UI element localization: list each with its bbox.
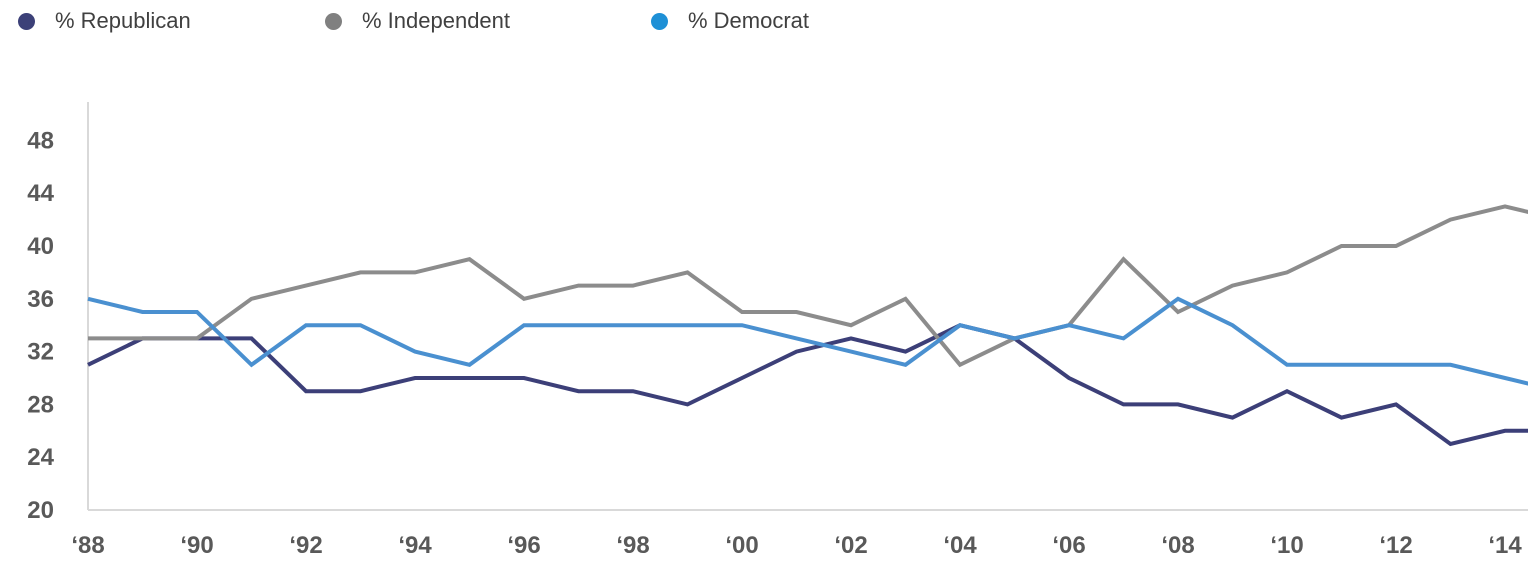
independent-dot-icon — [325, 12, 342, 30]
y-tick-label: 32 — [27, 339, 54, 366]
series-line-independent — [88, 204, 1528, 368]
x-tick-label: ‘10 — [1270, 532, 1303, 559]
legend-item-independent: % Independent — [325, 8, 510, 34]
legend-item-republican: % Republican — [18, 8, 191, 34]
legend-label-democrat: % Democrat — [688, 8, 810, 33]
x-tick-label: ‘96 — [507, 532, 540, 559]
legend-label-independent: % Independent — [362, 8, 511, 33]
y-tick-label: 20 — [27, 497, 54, 524]
x-tick-label: ‘12 — [1379, 532, 1412, 559]
x-tick-label: ‘98 — [616, 532, 649, 559]
x-tick-label: ‘06 — [1052, 532, 1085, 559]
x-tick-label: ‘90 — [180, 532, 213, 559]
x-tick-label: ‘94 — [398, 532, 432, 559]
republican-dot-icon — [18, 12, 35, 30]
y-tick-label: 24 — [27, 444, 54, 471]
series-line-democrat — [87, 296, 1528, 386]
y-tick-label: 48 — [27, 127, 54, 154]
legend-item-democrat: % Democrat — [651, 8, 809, 34]
y-tick-label: 44 — [27, 180, 54, 207]
x-tick-label: ‘92 — [289, 532, 322, 559]
x-tick-label: ‘02 — [834, 532, 867, 559]
legend-label-republican: % Republican — [55, 8, 191, 33]
democrat-dot-icon — [651, 12, 668, 30]
x-tick-label: ‘14 — [1488, 532, 1522, 559]
x-tick-label: ‘04 — [943, 532, 977, 559]
x-tick-label: ‘08 — [1161, 532, 1194, 559]
x-tick-label: ‘00 — [725, 532, 758, 559]
y-tick-label: 40 — [27, 233, 54, 260]
y-tick-label: 28 — [27, 391, 54, 418]
x-tick-label: ‘88 — [71, 532, 104, 559]
y-tick-label: 36 — [27, 286, 54, 313]
